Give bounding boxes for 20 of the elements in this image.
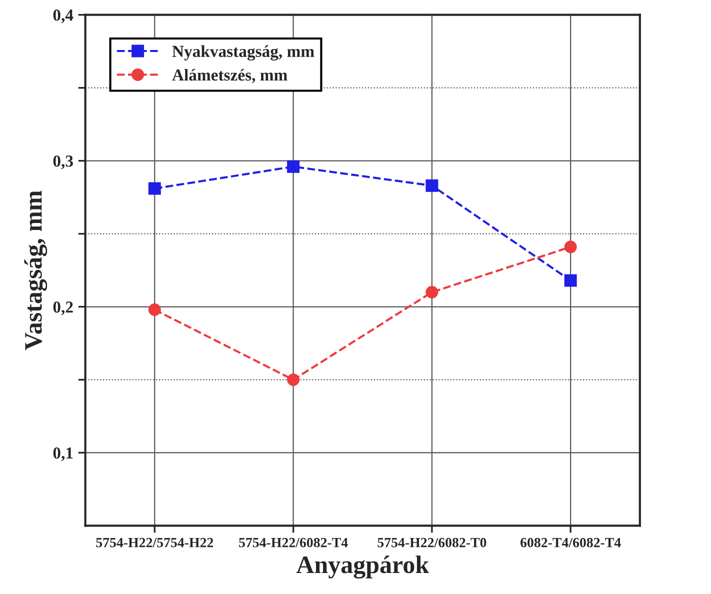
x-axis-title: Anyagpárok [296, 556, 430, 579]
point [564, 274, 577, 287]
point [564, 240, 577, 254]
x-tick-label: 5754-H22/5754-H22 [96, 538, 214, 548]
point [287, 373, 300, 386]
y-tick-label: 0,2 [53, 301, 73, 316]
point [287, 160, 300, 173]
point [148, 303, 161, 316]
x-tick-label: 5754-H22/6082-T4 [239, 538, 348, 548]
point [426, 179, 438, 192]
point [148, 182, 161, 195]
y-axis-title: Vastagság, mm [24, 190, 48, 350]
x-tick-label: 6082-T4/6082-T4 [520, 538, 621, 548]
x-tick-label: 5754-H22/6082-T0 [378, 538, 486, 548]
legend-label: Nyakvastagság, mm [172, 45, 314, 61]
point [426, 286, 438, 298]
y-tick-label: 0,4 [53, 10, 74, 24]
y-tick-label: 0,3 [53, 156, 73, 170]
legend-label: Alámetszés, mm [172, 68, 288, 84]
y-tick-label: 0,1 [53, 447, 73, 462]
